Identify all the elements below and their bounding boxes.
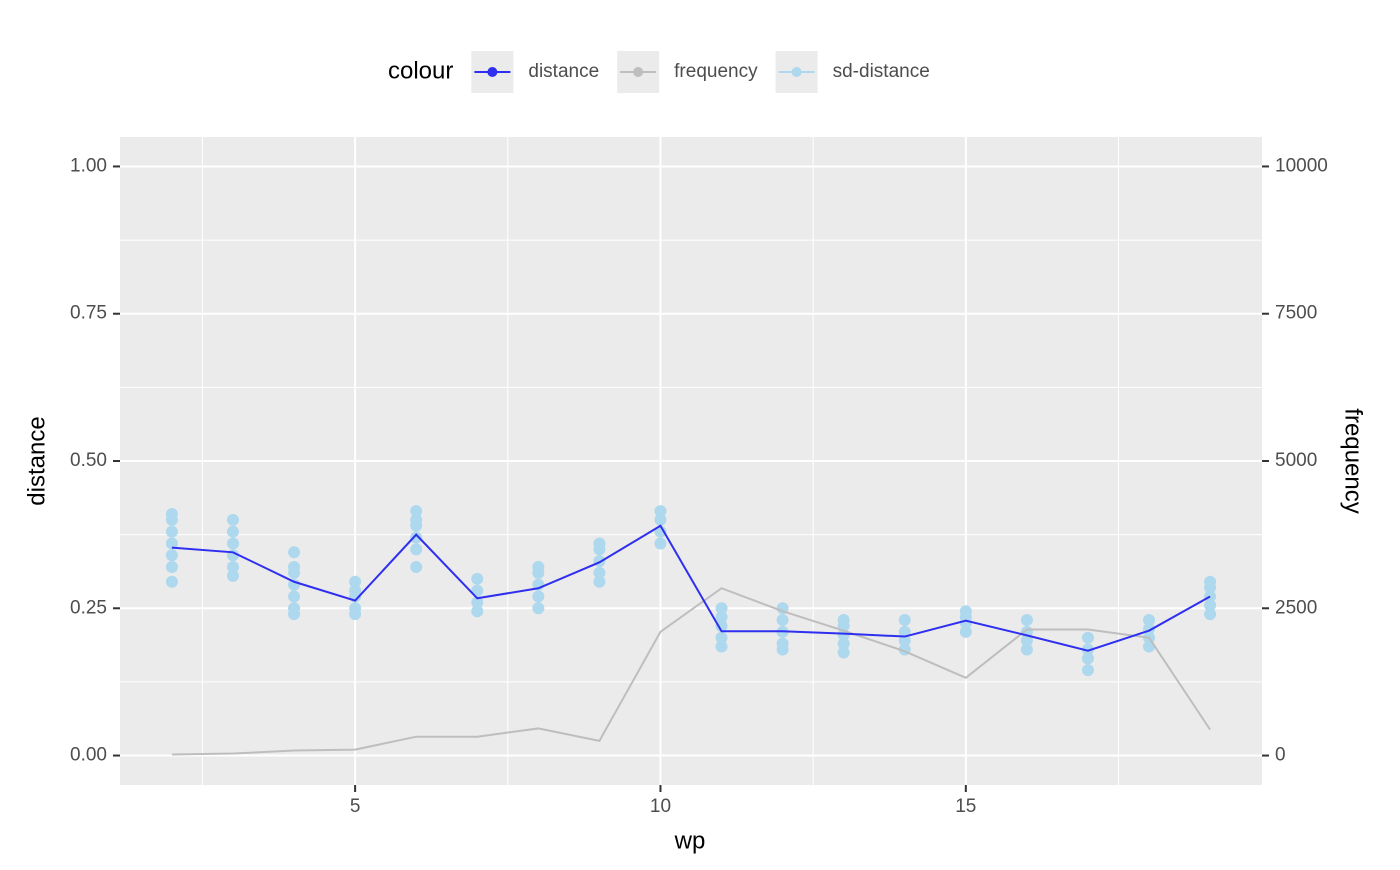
point	[165, 537, 178, 550]
y2-axis-title: frequency	[1340, 408, 1367, 513]
point	[165, 508, 178, 521]
point	[288, 561, 301, 574]
point	[226, 561, 239, 574]
point	[226, 513, 239, 526]
x-tick-label: 15	[955, 796, 976, 817]
point	[776, 637, 789, 650]
point	[165, 575, 178, 588]
x-tick-label: 10	[650, 796, 671, 817]
point	[410, 543, 423, 556]
y2-tick-label: 2500	[1275, 597, 1317, 618]
point	[1020, 643, 1033, 656]
point	[532, 602, 545, 615]
y-tick-label: 0.00	[70, 745, 107, 766]
point	[410, 505, 423, 518]
y2-tick-label: 7500	[1275, 303, 1317, 324]
point	[959, 625, 972, 638]
point	[165, 549, 178, 562]
point	[1081, 631, 1094, 644]
point	[532, 590, 545, 603]
point	[471, 596, 484, 609]
point	[715, 602, 728, 615]
point	[226, 525, 239, 538]
legend-label: sd-distance	[833, 61, 930, 82]
legend-point	[633, 67, 644, 77]
point	[471, 584, 484, 597]
point	[1204, 608, 1217, 621]
x-tick-label: 5	[350, 796, 361, 817]
point	[898, 614, 911, 627]
point	[1020, 634, 1033, 647]
point	[288, 546, 301, 559]
y2-tick-label: 10000	[1275, 155, 1328, 176]
point	[837, 637, 850, 650]
legend-label: frequency	[674, 61, 758, 82]
legend-point	[791, 67, 802, 77]
point	[471, 572, 484, 585]
y-tick-label: 0.25	[70, 597, 107, 618]
point	[532, 561, 545, 574]
point	[349, 575, 362, 588]
point	[410, 531, 423, 544]
point	[593, 566, 606, 579]
point	[349, 602, 362, 615]
point	[959, 605, 972, 618]
point	[410, 561, 423, 574]
point	[1081, 652, 1094, 665]
legend: colour distance frequency sd-distance	[388, 51, 930, 93]
point	[226, 569, 239, 582]
point	[288, 590, 301, 603]
point	[654, 513, 667, 526]
point	[898, 634, 911, 647]
point	[165, 525, 178, 538]
point	[1081, 643, 1094, 656]
point	[1143, 614, 1156, 627]
marks	[165, 505, 1217, 756]
y-axis-title: distance	[23, 416, 50, 505]
point	[165, 561, 178, 574]
y-tick-label: 0.75	[70, 303, 107, 324]
point	[1020, 614, 1033, 627]
line	[171, 524, 1211, 652]
x-axis-title: wp	[674, 827, 706, 854]
point	[654, 537, 667, 550]
point	[226, 537, 239, 550]
point	[349, 584, 362, 597]
legend-label: distance	[528, 61, 599, 82]
point	[471, 605, 484, 618]
point	[654, 505, 667, 518]
point	[776, 614, 789, 627]
point	[1204, 575, 1217, 588]
y-tick-label: 0.50	[70, 450, 107, 471]
point	[837, 646, 850, 659]
point	[715, 619, 728, 632]
point	[1081, 664, 1094, 677]
point	[593, 575, 606, 588]
point	[593, 555, 606, 568]
y2-tick-label: 5000	[1275, 450, 1317, 471]
legend-title: colour	[388, 57, 453, 84]
grid: 5 10 15 0.00 0.25 0.50 0.75 1.00 0 2500 5000 7500 10…	[70, 137, 1328, 817]
point	[715, 631, 728, 644]
point	[715, 640, 728, 653]
point	[593, 537, 606, 550]
legend-point	[487, 67, 498, 77]
point	[410, 513, 423, 526]
y2-tick-label: 0	[1275, 745, 1286, 766]
y-tick-label: 1.00	[70, 155, 107, 176]
point	[715, 611, 728, 624]
point	[837, 614, 850, 627]
point	[288, 602, 301, 615]
line	[171, 587, 1211, 756]
point	[1204, 599, 1217, 612]
